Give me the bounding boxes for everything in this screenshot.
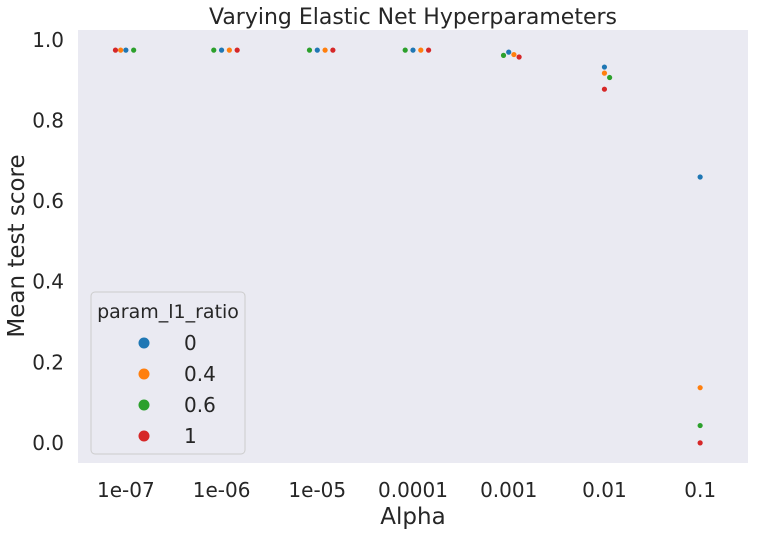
data-point <box>601 86 608 92</box>
data-point <box>118 47 124 53</box>
legend-marker <box>138 430 150 442</box>
data-points <box>112 47 703 446</box>
data-point <box>511 51 517 58</box>
data-point <box>330 47 336 53</box>
data-point <box>697 174 703 180</box>
data-point <box>697 385 703 391</box>
legend: param_l1_ratio 0 0.4 0.6 1 <box>90 291 246 455</box>
x-tick-label: 0.0001 <box>378 478 448 502</box>
data-point <box>218 47 225 53</box>
data-point <box>306 47 313 53</box>
data-point <box>322 47 328 53</box>
y-tick-label: 0.6 <box>32 189 64 213</box>
y-tick-label: 0.2 <box>32 350 64 374</box>
legend-marker <box>138 399 150 411</box>
data-point <box>697 422 703 429</box>
data-point <box>426 47 432 53</box>
data-point <box>211 47 217 53</box>
x-axis-label: Alpha <box>380 504 445 530</box>
data-point <box>506 49 512 55</box>
data-point <box>314 47 320 53</box>
legend-label: 0.4 <box>184 362 216 386</box>
legend-label: 1 <box>184 424 197 448</box>
y-tick-label: 0.0 <box>32 431 64 455</box>
y-axis: 0.0 0.2 0.4 0.6 0.8 1.0 <box>32 28 64 455</box>
data-point <box>500 52 507 58</box>
data-point <box>226 47 232 53</box>
y-axis-label: Mean test score <box>4 154 30 337</box>
chart-title: Varying Elastic Net Hyperparameters <box>209 5 617 30</box>
legend-title: param_l1_ratio <box>97 301 239 323</box>
y-tick-label: 0.8 <box>32 109 64 133</box>
data-point <box>607 74 613 81</box>
x-axis: 1e-07 1e-06 1e-05 0.0001 0.001 0.01 0.1 <box>97 478 716 502</box>
legend-marker <box>138 368 150 380</box>
data-point <box>601 64 608 70</box>
x-tick-label: 1e-07 <box>97 478 155 502</box>
legend-label: 0.6 <box>184 393 216 417</box>
data-point <box>402 47 408 53</box>
y-tick-label: 0.4 <box>32 270 64 294</box>
legend-label: 0 <box>184 331 197 355</box>
data-point <box>410 47 416 53</box>
data-point <box>112 47 119 53</box>
data-point <box>697 440 703 446</box>
x-tick-label: 0.01 <box>582 478 627 502</box>
data-point <box>418 47 424 53</box>
data-point <box>601 70 608 76</box>
data-point <box>516 54 522 60</box>
legend-box <box>90 291 246 455</box>
x-tick-label: 0.1 <box>684 478 716 502</box>
data-point <box>131 47 137 53</box>
data-point <box>234 47 240 53</box>
x-tick-label: 1e-06 <box>193 478 251 502</box>
data-point <box>123 47 129 53</box>
y-tick-label: 1.0 <box>32 28 64 52</box>
x-tick-label: 0.001 <box>480 478 537 502</box>
x-tick-label: 1e-05 <box>288 478 346 502</box>
legend-marker <box>138 337 150 349</box>
